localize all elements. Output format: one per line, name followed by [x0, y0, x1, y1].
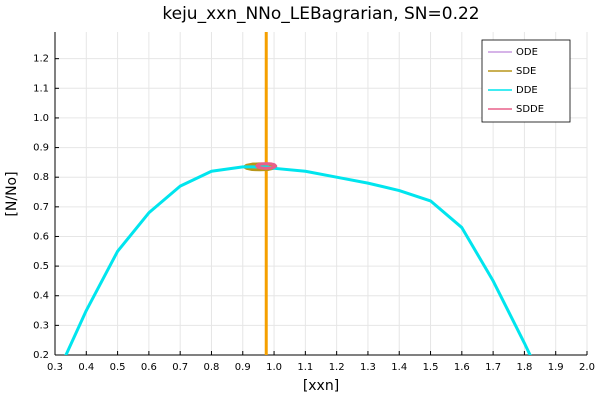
x-tick-label: 0.6: [141, 362, 157, 373]
x-tick-label: 2.0: [579, 362, 595, 373]
y-tick-label: 0.8: [33, 172, 49, 183]
y-tick-label: 1.2: [33, 54, 49, 65]
x-tick-label: 0.3: [47, 362, 63, 373]
x-tick-label: 1.3: [360, 362, 376, 373]
y-tick-label: 0.2: [33, 350, 49, 361]
plot-area: [64, 32, 532, 355]
y-tick-label: 0.5: [33, 261, 49, 272]
y-tick-label: 1.1: [33, 83, 49, 94]
legend-label: SDE: [516, 66, 536, 77]
y-tick-label: 0.9: [33, 143, 49, 154]
y-axis-label: [N/No]: [4, 171, 20, 216]
x-tick-label: 0.5: [110, 362, 126, 373]
x-tick-label: 1.9: [548, 362, 564, 373]
y-tick-label: 1.0: [33, 113, 49, 124]
y-tick-label: 0.7: [33, 202, 49, 213]
chart-title: keju_xxn_NNo_LEBagrarian, SN=0.22: [162, 4, 479, 24]
x-tick-label: 1.5: [423, 362, 439, 373]
x-tick-label: 1.6: [454, 362, 470, 373]
series-line: [64, 165, 532, 355]
y-tick-label: 0.4: [33, 291, 49, 302]
y-tick-label: 0.3: [33, 320, 49, 331]
legend-label: ODE: [516, 47, 538, 58]
series-line: [255, 162, 278, 170]
x-tick-label: 0.9: [235, 362, 251, 373]
y-tick-label: 0.6: [33, 231, 49, 242]
x-tick-label: 1.1: [297, 362, 313, 373]
x-tick-label: 1.2: [329, 362, 345, 373]
legend-label: DDE: [516, 85, 538, 96]
x-tick-label: 0.7: [172, 362, 188, 373]
x-tick-label: 1.8: [516, 362, 532, 373]
x-tick-label: 1.0: [266, 362, 282, 373]
x-tick-label: 1.7: [485, 362, 501, 373]
x-tick-label: 0.8: [204, 362, 220, 373]
x-axis-label: [xxn]: [303, 378, 339, 394]
x-tick-label: 1.4: [391, 362, 407, 373]
x-tick-label: 0.4: [78, 362, 94, 373]
legend-label: SDDE: [516, 104, 544, 115]
